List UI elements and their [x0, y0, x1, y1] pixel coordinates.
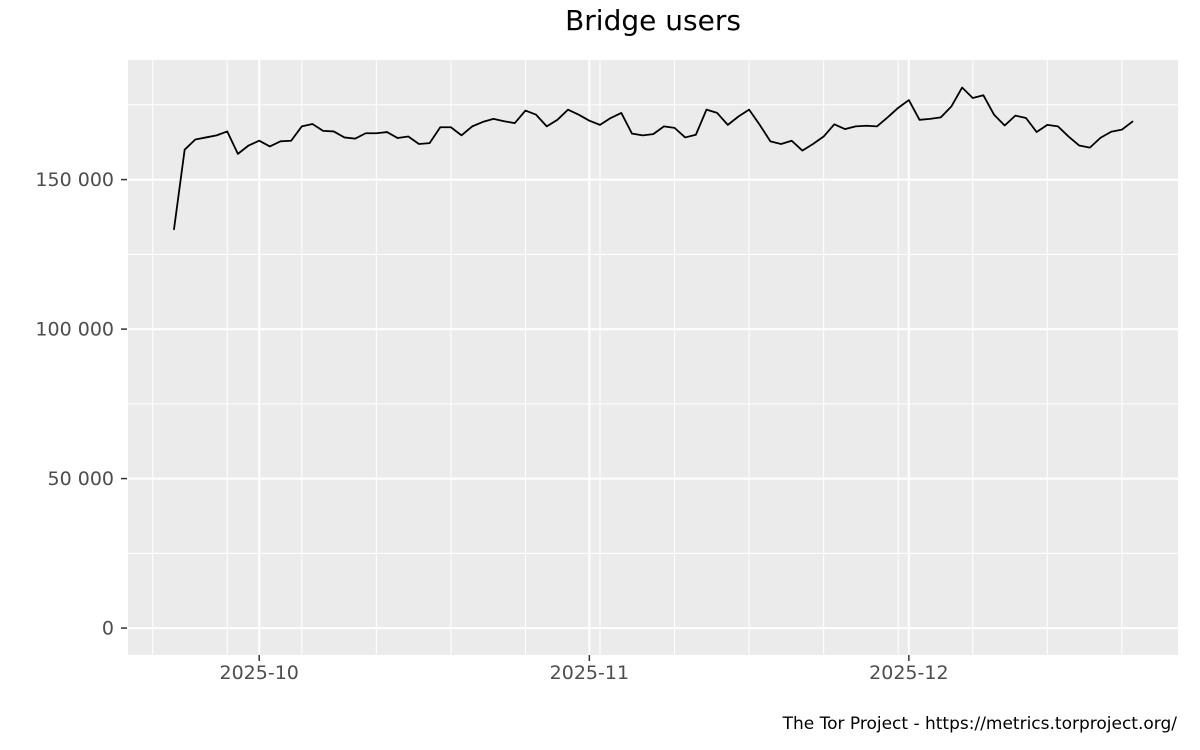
- x-tick-label: 2025-12: [869, 662, 948, 684]
- y-tick-label: 150 000: [35, 169, 114, 191]
- bridge-users-series-line: [173, 86, 1134, 231]
- x-tick-label: 2025-10: [220, 662, 299, 684]
- plot-panel: [128, 60, 1178, 655]
- chart-source-note: The Tor Project - https://metrics.torpro…: [782, 714, 1177, 734]
- y-tick-label: 0: [102, 618, 114, 640]
- chart-title: Bridge users: [565, 4, 741, 37]
- x-tick-label: 2025-11: [550, 662, 629, 684]
- y-tick-label: 100 000: [35, 319, 114, 341]
- y-tick-label: 50 000: [48, 468, 114, 490]
